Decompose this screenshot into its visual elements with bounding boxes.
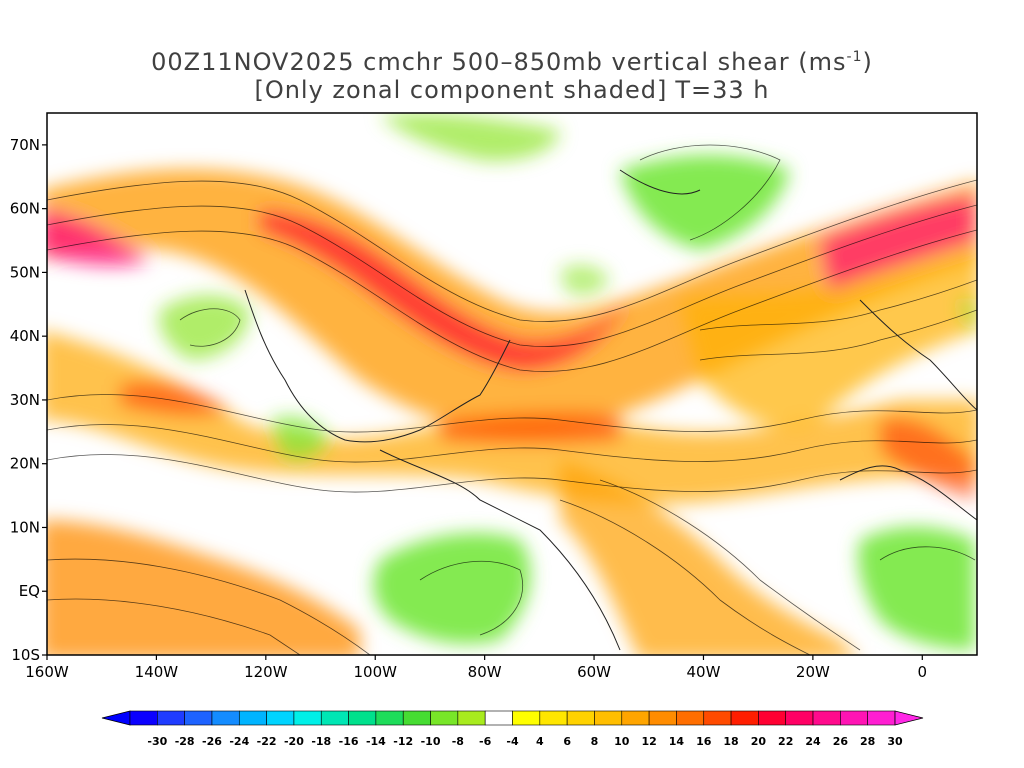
plot-frame (46, 112, 978, 656)
longitude-label: 140W (135, 663, 179, 681)
colorbar-label: 4 (536, 735, 544, 748)
colorbar-swatch (758, 710, 787, 726)
colorbar-swatch (293, 710, 322, 726)
colorbar-label: -28 (175, 735, 195, 748)
longitude-label: 100W (354, 663, 398, 681)
latitude-label: 20N (10, 455, 40, 473)
colorbar: -30 -28 -26 -24 -22 -20 -18 -16 -14 -12 -10 -8 -6 -4 4… (101, 710, 924, 748)
colorbar-swatch (184, 710, 213, 726)
colorbar-swatch (320, 710, 349, 726)
colorbar-swatch (129, 710, 158, 726)
colorbar-label: 14 (669, 735, 685, 748)
colorbar-high-arrow (894, 710, 924, 726)
latitude-label: 10S (11, 646, 40, 664)
chart-subtitle: [Only zonal component shaded] T=33 h (254, 76, 770, 104)
colorbar-label: -30 (147, 735, 167, 748)
latitude-label: 60N (10, 200, 40, 218)
colorbar-label: -26 (202, 735, 222, 748)
colorbar-swatch (512, 710, 541, 726)
colorbar-low-arrow (101, 710, 131, 726)
colorbar-swatch (539, 710, 568, 726)
colorbar-label: -14 (366, 735, 386, 748)
colorbar-swatch (676, 710, 705, 726)
latitude-label: 50N (10, 263, 40, 281)
colorbar-label: -24 (229, 735, 249, 748)
colorbar-swatch (785, 710, 814, 726)
colorbar-label: -22 (257, 735, 277, 748)
longitude-label: 80W (468, 663, 502, 681)
colorbar-swatch (867, 710, 896, 726)
colorbar-swatch (375, 710, 404, 726)
colorbar-label: -6 (479, 735, 492, 748)
colorbar-swatch (266, 710, 295, 726)
colorbar-swatch (730, 710, 759, 726)
wind-streamlines (47, 144, 977, 655)
colorbar-label: 26 (833, 735, 849, 748)
longitude-label: 0 (918, 663, 928, 681)
coastlines (244, 169, 977, 651)
latitude-label: 10N (10, 518, 40, 536)
colorbar-swatch (157, 710, 185, 726)
colorbar-swatch (238, 710, 267, 726)
colorbar-swatch (484, 710, 513, 726)
colorbar-label: 10 (614, 735, 630, 748)
colorbar-label: 12 (641, 735, 656, 748)
longitude-label: 40W (687, 663, 721, 681)
colorbar-label: 22 (778, 735, 793, 748)
colorbar-label: 18 (723, 735, 738, 748)
colorbar-swatch (812, 710, 841, 726)
colorbar-label: 20 (751, 735, 767, 748)
colorbar-swatch (566, 710, 595, 726)
colorbar-swatch (457, 710, 486, 726)
colorbar-swatch (703, 710, 732, 726)
colorbar-label: 24 (805, 735, 821, 748)
colorbar-label: -18 (311, 735, 331, 748)
latitude-label: 30N (10, 391, 40, 409)
colorbar-label: 28 (860, 735, 875, 748)
colorbar-label: 6 (563, 735, 571, 748)
longitude-axis: 160W 140W 120W 100W 80W 60W 40W 20W 0 (25, 655, 927, 681)
latitude-label: EQ (19, 582, 40, 600)
colorbar-label: -16 (339, 735, 359, 748)
colorbar-swatch (648, 710, 677, 726)
colorbar-swatch (430, 710, 459, 726)
colorbar-label: -10 (421, 735, 441, 748)
colorbar-swatch (211, 710, 240, 726)
latitude-label: 70N (10, 136, 40, 154)
colorbar-label: 16 (696, 735, 712, 748)
colorbar-swatch (594, 710, 623, 726)
longitude-label: 160W (25, 663, 69, 681)
longitude-label: 20W (796, 663, 830, 681)
latitude-label: 40N (10, 327, 40, 345)
colorbar-label: -20 (284, 735, 304, 748)
colorbar-label: 30 (887, 735, 903, 748)
colorbar-label: -4 (506, 735, 519, 748)
colorbar-label: -8 (452, 735, 464, 748)
colorbar-label: 8 (591, 735, 599, 748)
chart-title: 00Z11NOV2025 cmchr 500–850mb vertical sh… (151, 48, 873, 76)
colorbar-swatch (348, 710, 377, 726)
colorbar-swatch (840, 710, 868, 726)
longitude-label: 60W (577, 663, 611, 681)
latitude-axis: 70N 60N 50N 40N 30N 20N 10N EQ 10S (10, 136, 47, 664)
colorbar-label: -12 (393, 735, 413, 748)
colorbar-swatch (402, 710, 431, 726)
colorbar-swatch (621, 710, 650, 726)
longitude-label: 120W (244, 663, 288, 681)
